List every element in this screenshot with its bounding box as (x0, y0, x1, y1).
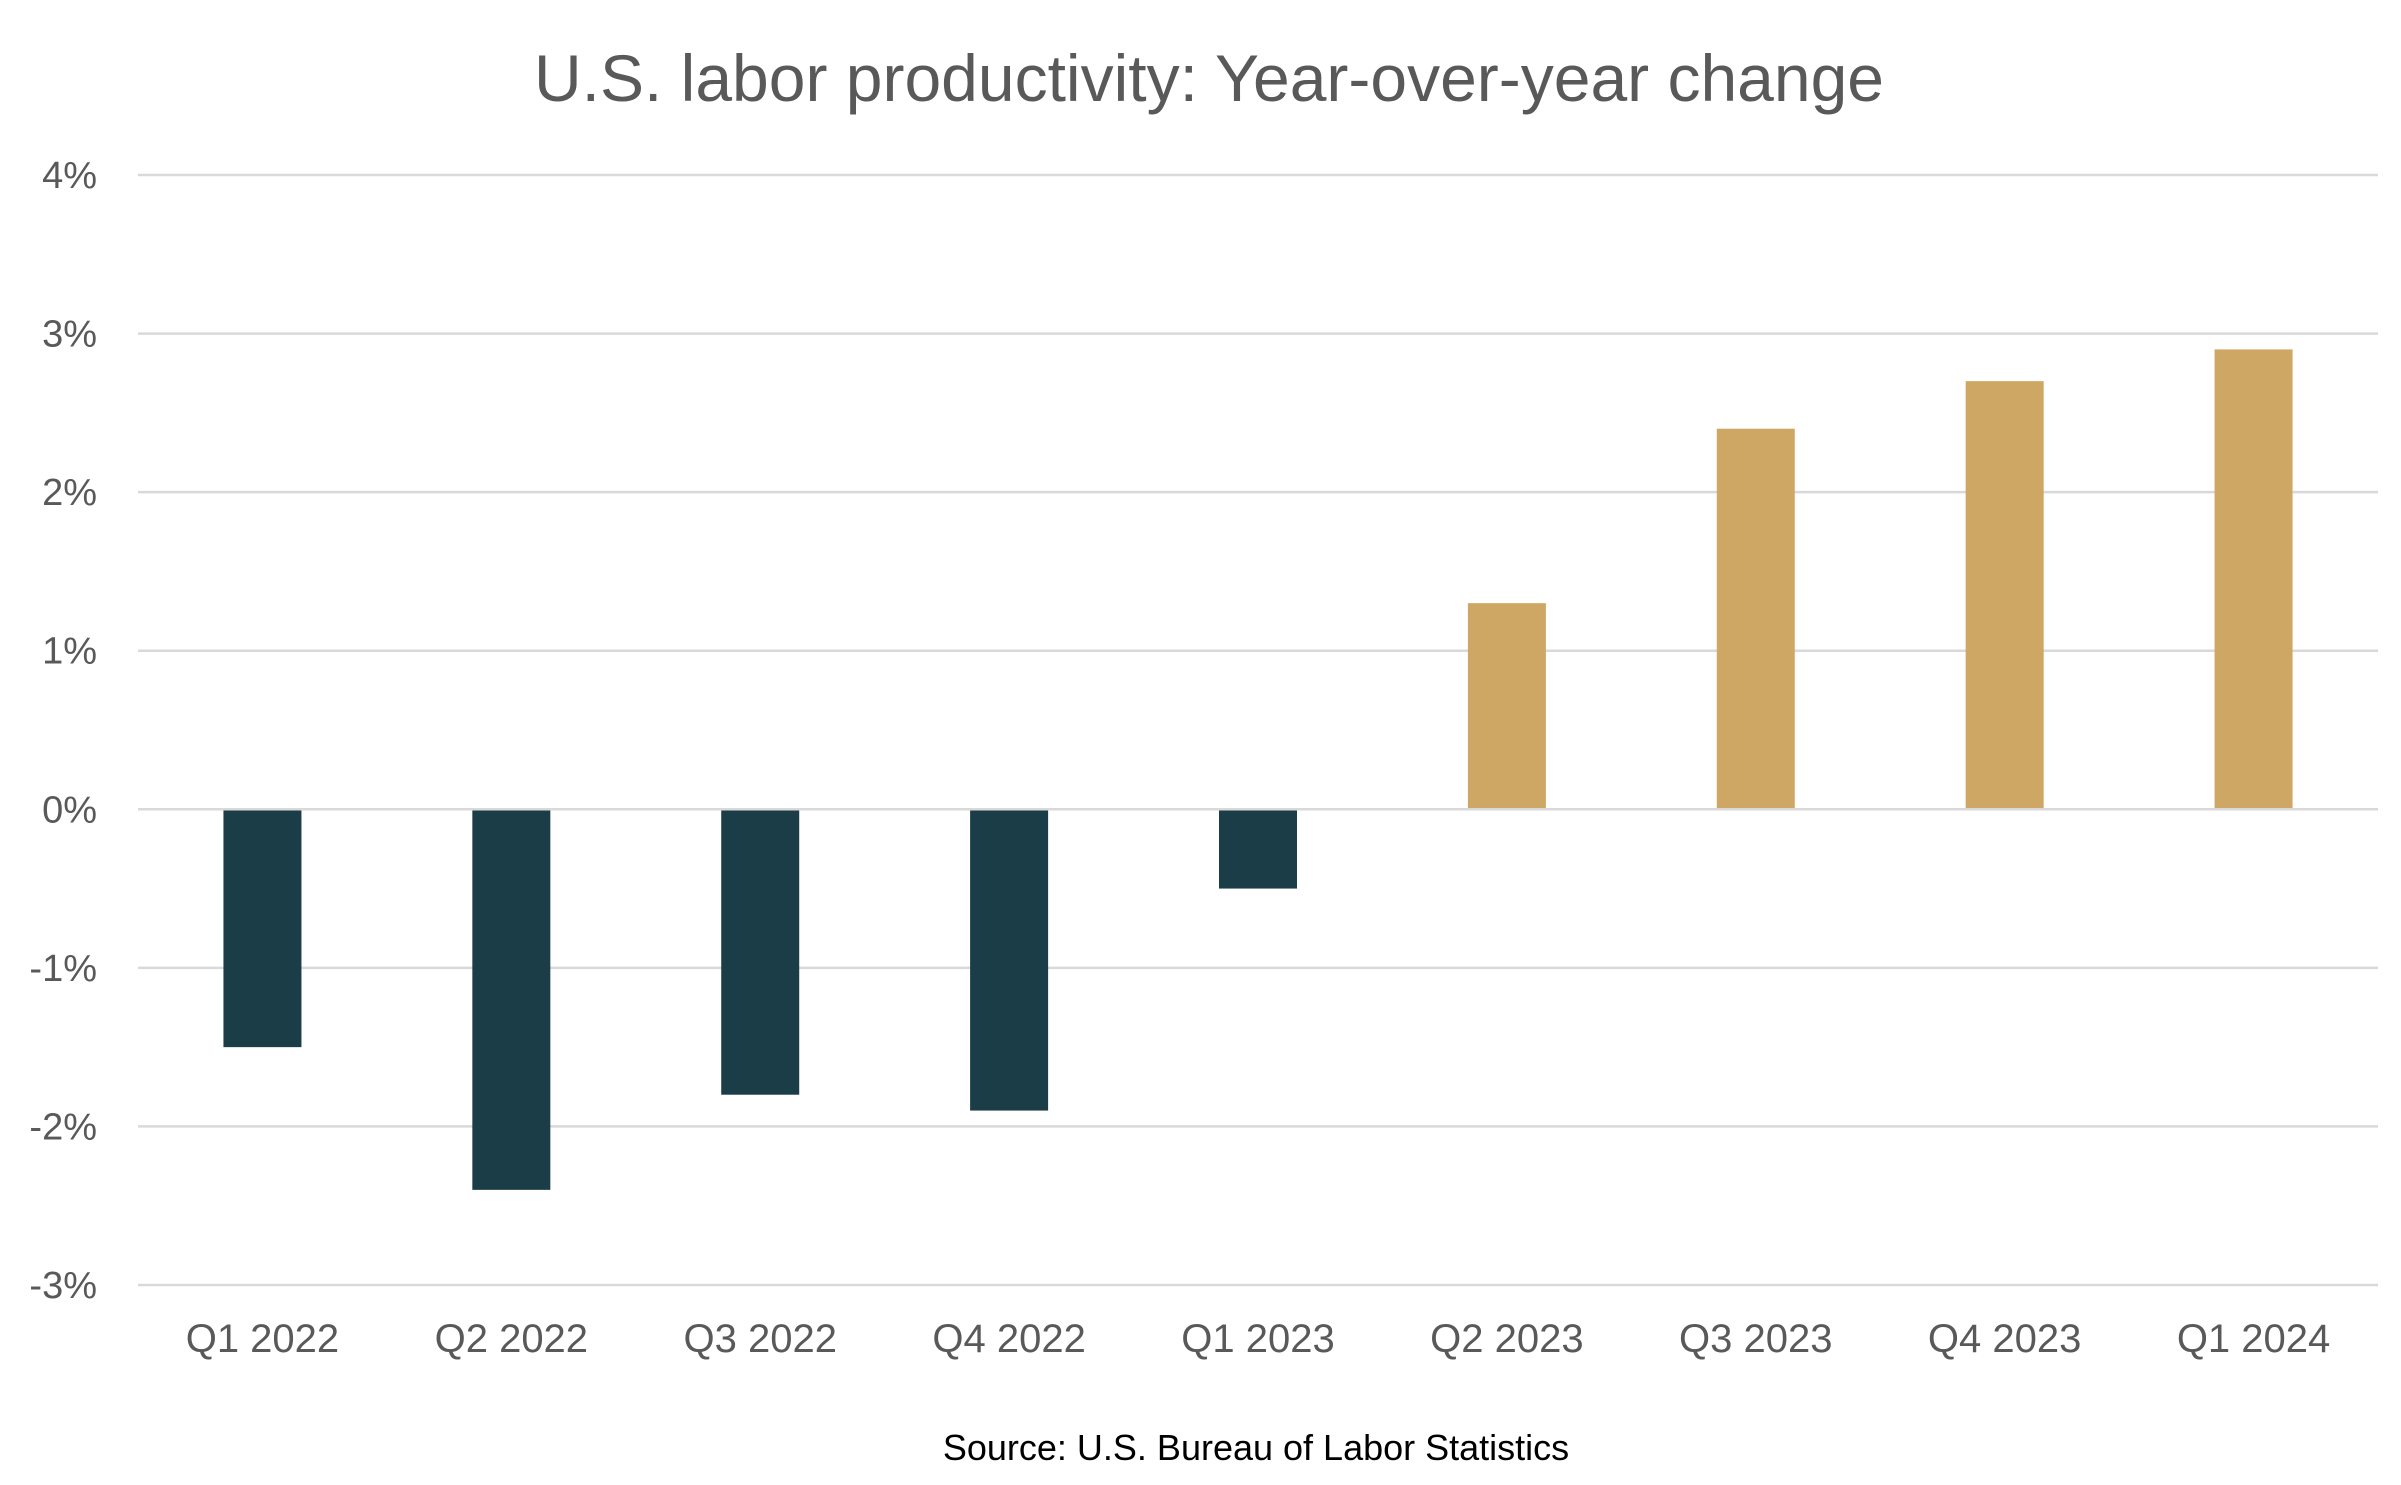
x-tick-label: Q1 2024 (2177, 1317, 2330, 1361)
x-tick-label: Q2 2022 (435, 1317, 588, 1361)
x-tick-label: Q3 2023 (1679, 1317, 1832, 1361)
y-tick-label: 0% (42, 789, 97, 831)
y-tick-label: 4% (42, 155, 97, 197)
y-tick-label: 2% (42, 472, 97, 514)
bar-q1-2024 (2214, 349, 2293, 810)
y-tick-label: -3% (29, 1265, 97, 1307)
chart-title: U.S. labor productivity: Year-over-year … (534, 41, 1884, 115)
y-tick-label: 3% (42, 314, 97, 356)
y-axis-ticks: 4% 3% 2% 1% 0% -1% -2% -3% (29, 155, 97, 1307)
y-tick-label: -1% (29, 948, 97, 990)
bar-q4-2023 (1965, 381, 2044, 810)
bar-q1-2023 (1219, 809, 1297, 889)
x-tick-label: Q4 2023 (1928, 1317, 2081, 1361)
bar-q1-2022 (223, 809, 302, 1048)
bar-q4-2022 (970, 809, 1049, 1111)
x-tick-label: Q1 2023 (1181, 1317, 1334, 1361)
bar-q2-2022 (472, 809, 551, 1190)
bar-q3-2023 (1716, 428, 1795, 810)
x-axis-ticks: Q1 2022 Q2 2022 Q3 2022 Q4 2022 Q1 2023 Q2 20… (186, 1317, 2331, 1361)
x-tick-label: Q4 2022 (932, 1317, 1085, 1361)
bar-q2-2023 (1467, 603, 1546, 810)
bar-q3-2022 (721, 809, 800, 1095)
y-tick-label: 1% (42, 631, 97, 673)
bars (138, 349, 2378, 1190)
x-tick-label: Q3 2022 (683, 1317, 836, 1361)
source-note: Source: U.S. Bureau of Labor Statistics (943, 1427, 1569, 1468)
x-tick-label: Q1 2022 (186, 1317, 339, 1361)
x-tick-label: Q2 2023 (1430, 1317, 1583, 1361)
y-tick-label: -2% (29, 1106, 97, 1148)
